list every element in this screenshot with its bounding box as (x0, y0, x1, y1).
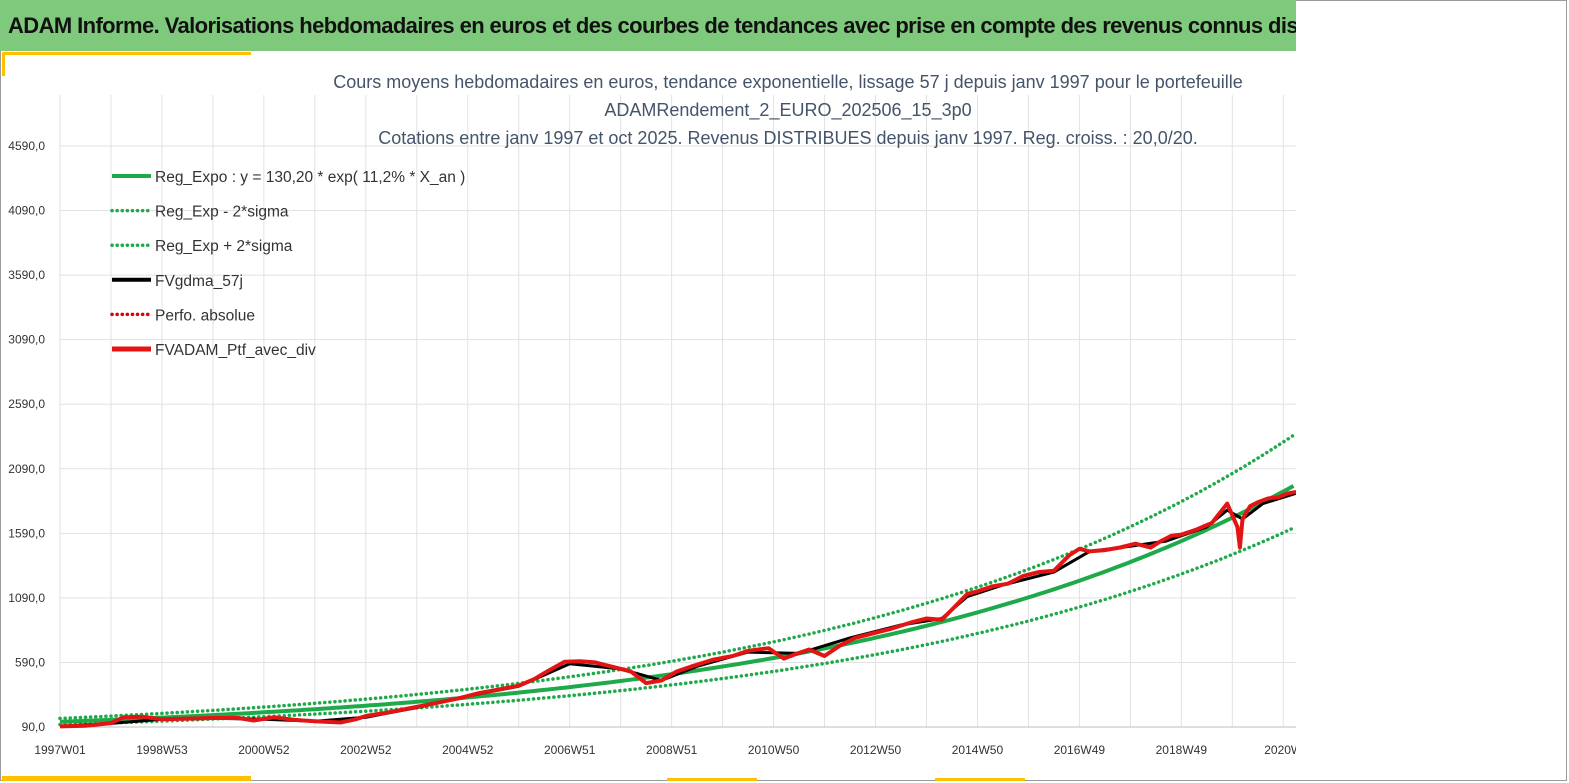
y-tick-label: 90,0 (22, 720, 46, 734)
legend-label-trend_lo: Reg_Exp - 2*sigma (155, 204, 289, 221)
y-tick-label: 4590,0 (8, 139, 45, 153)
y-tick-label: 1590,0 (8, 526, 45, 540)
x-tick-label: 2010W50 (748, 743, 800, 757)
x-tick-label: 2020W (1264, 743, 1296, 757)
legend-label-perf_abs: Perfo. absolue (155, 307, 255, 324)
series-reg-expo (59, 484, 1295, 724)
x-tick-label: 2014W50 (952, 743, 1004, 757)
x-tick-label: 2002W52 (340, 743, 392, 757)
y-tick-label: 4090,0 (8, 204, 45, 218)
accent-bar-left (2, 52, 5, 76)
y-tick-label: 1090,0 (8, 591, 45, 605)
x-tick-label: 2008W51 (646, 743, 698, 757)
legend-label-trend_hi: Reg_Exp + 2*sigma (155, 238, 293, 255)
x-tick-label: 1997W01 (34, 743, 86, 757)
y-tick-label: 3090,0 (8, 333, 45, 347)
legend-label-ptf: FVADAM_Ptf_avec_div (155, 342, 316, 359)
x-tick-label: 2012W50 (850, 743, 902, 757)
accent-bar-bottom-right (935, 778, 1025, 781)
chart-title-line: Cotations entre janv 1997 et oct 2025. R… (378, 128, 1197, 148)
legend-label-trend: Reg_Expo : y = 130,20 * exp( 11,2% * X_a… (155, 169, 465, 186)
x-tick-label: 2016W49 (1054, 743, 1106, 757)
x-tick-label: 2006W51 (544, 743, 596, 757)
accent-bar-bottom (2, 776, 251, 781)
legend-label-fv_gdma: FVgdma_57j (155, 273, 243, 290)
x-tick-label: 2018W49 (1156, 743, 1208, 757)
x-tick-label: 2004W52 (442, 743, 494, 757)
series-perfo-absolue (59, 490, 1296, 728)
series-fvadam-ptf-avec-div (59, 490, 1296, 729)
banner-title: ADAM Informe. Valorisations hebdomadaire… (8, 13, 1296, 38)
y-tick-label: 2090,0 (8, 462, 45, 476)
chart-title-line: ADAMRendement_2_EURO_202506_15_3p0 (604, 100, 971, 121)
accent-bar-bottom-mid (667, 778, 757, 781)
chart-title-line: Cours moyens hebdomadaires en euros, ten… (333, 72, 1243, 92)
y-tick-label: 590,0 (15, 655, 45, 669)
y-tick-label: 3590,0 (8, 268, 45, 282)
series-fvgdma-57j (59, 491, 1296, 728)
y-tick-label: 2590,0 (8, 397, 45, 411)
x-tick-label: 1998W53 (136, 743, 188, 757)
report-banner: ADAM Informe. Valorisations hebdomadaire… (0, 0, 1296, 51)
x-tick-label: 2000W52 (238, 743, 290, 757)
series-reg-exp-minus-2sigma (58, 526, 1296, 727)
accent-bar-top (2, 52, 251, 55)
line-chart: Cours moyens hebdomadaires en euros, ten… (8, 72, 1296, 757)
